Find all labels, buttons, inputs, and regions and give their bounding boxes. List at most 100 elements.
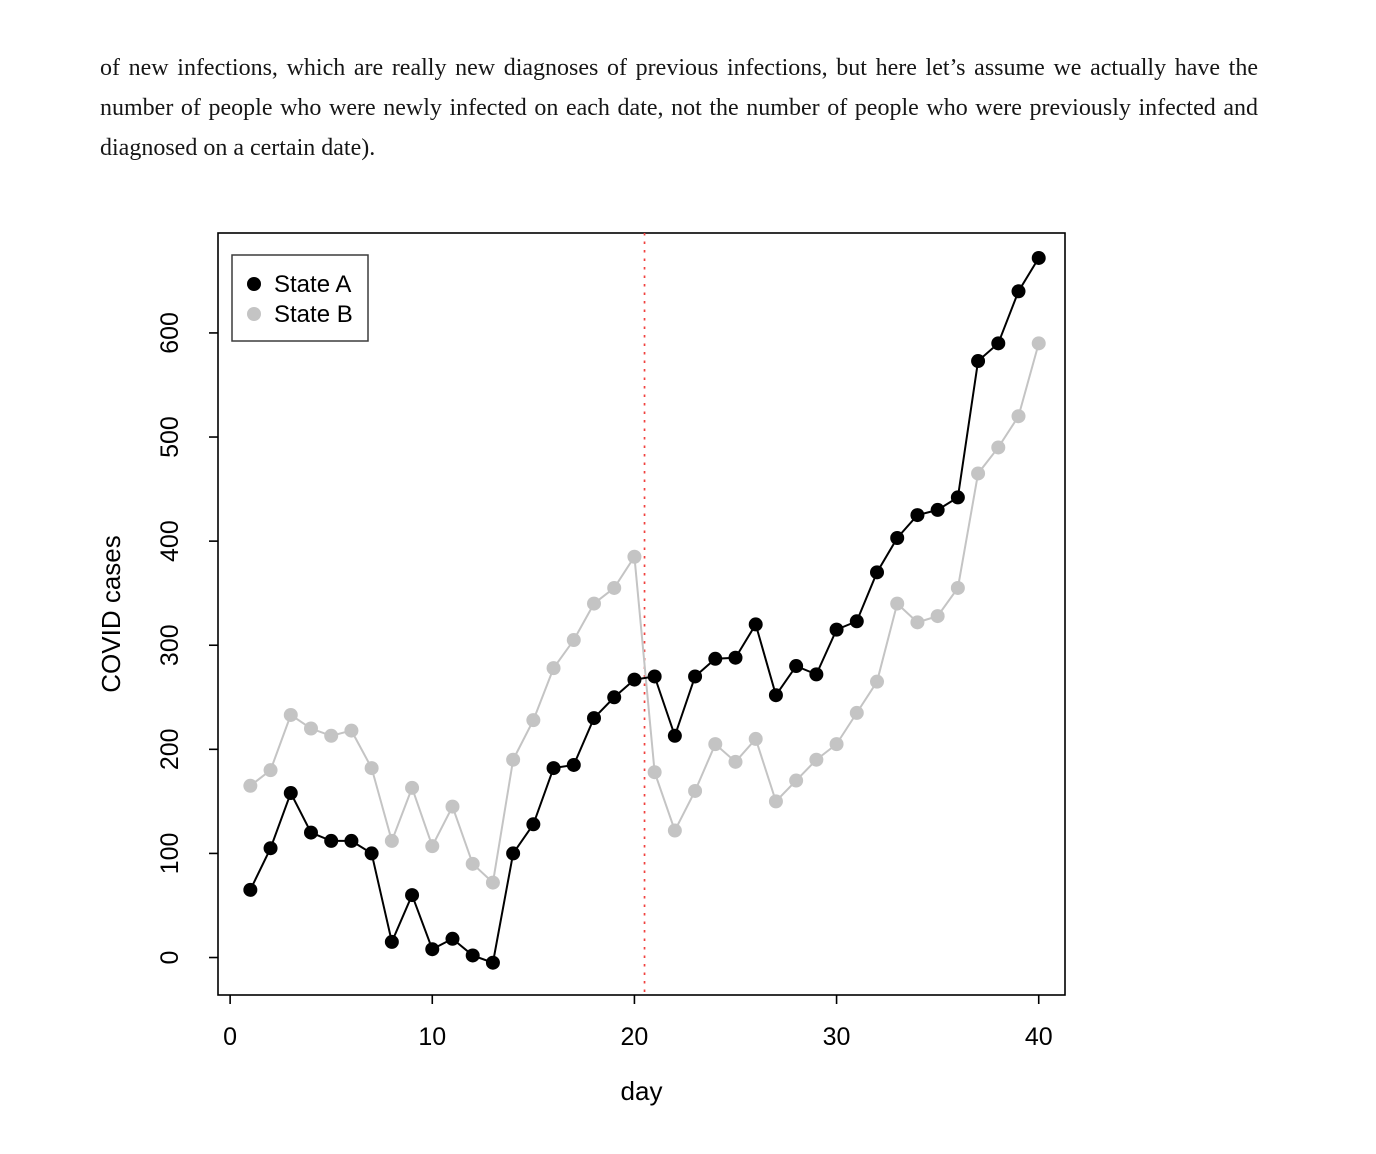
y-tick-label: 600 — [156, 312, 184, 354]
y-tick-label: 100 — [156, 833, 184, 875]
data-point-state-b — [627, 549, 642, 564]
series-line-state-a — [249, 257, 1040, 965]
data-point-state-b — [849, 705, 864, 720]
data-point-state-b — [324, 728, 339, 743]
data-point-state-a — [384, 934, 399, 949]
data-point-state-a — [688, 669, 703, 684]
data-point-state-a — [627, 672, 642, 687]
data-point-state-b — [586, 596, 601, 611]
y-tick-label: 500 — [156, 416, 184, 458]
data-point-state-a — [405, 888, 420, 903]
data-point-state-a — [344, 833, 359, 848]
data-point-state-a — [789, 659, 804, 674]
data-point-state-a — [971, 354, 986, 369]
data-point-state-a — [849, 614, 864, 629]
data-point-state-b — [465, 856, 480, 871]
y-tick-label: 200 — [156, 728, 184, 770]
x-tick-label: 20 — [621, 1023, 649, 1051]
data-point-state-b — [748, 731, 763, 746]
data-point-state-a — [445, 931, 460, 946]
covid-figure: 0 10 20 30 40 0 100 200 300 400 500 600 day COVID cas… — [96, 225, 1100, 1125]
paragraph-text: of new infections, which are really new … — [100, 55, 1258, 161]
y-axis-label: COVID cases — [100, 535, 126, 693]
data-point-state-b — [991, 440, 1006, 455]
data-point-state-a — [890, 531, 905, 546]
data-point-state-a — [870, 565, 885, 580]
legend-label-state-a: State A — [274, 271, 351, 298]
x-tick-label: 30 — [823, 1023, 851, 1051]
data-point-state-b — [566, 633, 581, 648]
data-point-state-b — [647, 765, 662, 780]
plot-box — [217, 232, 1066, 996]
data-point-state-a — [991, 336, 1006, 351]
data-point-state-a — [465, 948, 480, 963]
data-point-state-b — [243, 778, 258, 793]
x-tick-label: 10 — [418, 1023, 446, 1051]
data-point-state-b — [607, 580, 622, 595]
data-point-state-b — [384, 833, 399, 848]
data-point-state-a — [283, 786, 298, 801]
series-line-state-b — [249, 343, 1040, 885]
data-point-state-b — [425, 839, 440, 854]
data-point-state-a — [243, 882, 258, 897]
data-point-state-a — [930, 502, 945, 517]
data-point-state-a — [829, 622, 844, 637]
data-point-state-a — [566, 757, 581, 772]
y-tick-label: 0 — [156, 951, 184, 965]
data-point-state-b — [445, 799, 460, 814]
data-point-state-b — [930, 609, 945, 624]
data-point-state-a — [647, 669, 662, 684]
data-point-state-b — [950, 580, 965, 595]
data-point-state-a — [586, 711, 601, 726]
data-point-state-b — [485, 875, 500, 890]
data-point-state-b — [971, 466, 986, 481]
data-point-state-b — [910, 615, 925, 630]
data-point-state-b — [688, 783, 703, 798]
data-point-state-b — [546, 661, 561, 676]
data-point-state-b — [870, 674, 885, 689]
data-point-state-b — [1031, 336, 1046, 351]
data-point-state-a — [1031, 250, 1046, 265]
data-point-state-b — [1011, 409, 1026, 424]
data-point-state-a — [1011, 284, 1026, 299]
data-point-state-a — [526, 817, 541, 832]
data-point-state-a — [667, 728, 682, 743]
data-point-state-a — [708, 651, 723, 666]
data-point-state-b — [344, 723, 359, 738]
data-point-state-a — [546, 761, 561, 776]
data-point-state-a — [950, 490, 965, 505]
data-point-state-b — [728, 754, 743, 769]
data-point-state-a — [809, 667, 824, 682]
data-point-state-a — [364, 846, 379, 861]
x-axis-label: day — [621, 1076, 663, 1106]
data-point-state-a — [748, 617, 763, 632]
data-point-state-a — [607, 690, 622, 705]
legend-marker-state-b — [247, 307, 261, 321]
legend-label-state-b: State B — [274, 301, 353, 328]
data-point-state-b — [789, 773, 804, 788]
data-point-state-a — [263, 841, 278, 856]
data-point-state-b — [263, 763, 278, 778]
data-point-state-a — [303, 825, 318, 840]
data-point-state-a — [768, 688, 783, 703]
x-tick-label: 40 — [1025, 1023, 1053, 1051]
legend-box — [231, 254, 369, 342]
y-tick-label: 300 — [156, 624, 184, 666]
data-point-state-b — [890, 596, 905, 611]
data-point-state-b — [506, 752, 521, 767]
data-point-state-b — [768, 794, 783, 809]
x-tick-label: 0 — [223, 1023, 237, 1051]
legend-marker-state-a — [247, 277, 261, 291]
y-tick-label: 400 — [156, 520, 184, 562]
data-point-state-a — [425, 942, 440, 957]
data-point-state-b — [829, 737, 844, 752]
data-point-state-b — [809, 752, 824, 767]
data-point-state-a — [910, 508, 925, 523]
data-point-state-a — [506, 846, 521, 861]
data-point-state-b — [364, 761, 379, 776]
data-point-state-b — [526, 713, 541, 728]
data-point-state-b — [667, 823, 682, 838]
data-point-state-b — [283, 707, 298, 722]
data-point-state-b — [303, 721, 318, 736]
